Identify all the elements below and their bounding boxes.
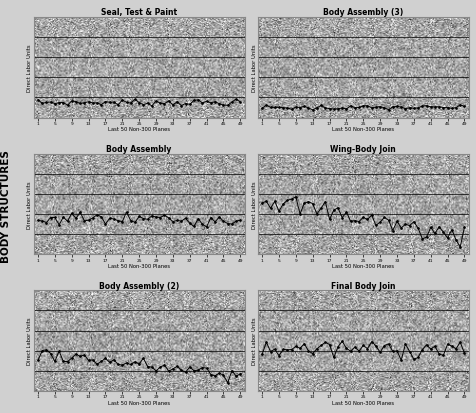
Text: BODY STRUCTURES: BODY STRUCTURES xyxy=(1,150,11,263)
X-axis label: Last 50 Non-300 Planes: Last 50 Non-300 Planes xyxy=(108,127,170,132)
Title: Final Body Join: Final Body Join xyxy=(330,281,395,290)
Y-axis label: Direct Labor Units: Direct Labor Units xyxy=(251,45,256,92)
Y-axis label: Direct Labor Units: Direct Labor Units xyxy=(251,317,256,365)
Title: Body Assembly (3): Body Assembly (3) xyxy=(322,8,403,17)
X-axis label: Last 50 Non-300 Planes: Last 50 Non-300 Planes xyxy=(331,400,394,405)
X-axis label: Last 50 Non-300 Planes: Last 50 Non-300 Planes xyxy=(331,127,394,132)
Y-axis label: Direct Labor Units: Direct Labor Units xyxy=(27,45,32,92)
Title: Body Assembly (2): Body Assembly (2) xyxy=(99,281,179,290)
X-axis label: Last 50 Non-300 Planes: Last 50 Non-300 Planes xyxy=(331,263,394,268)
Y-axis label: Direct Labor Units: Direct Labor Units xyxy=(27,181,32,228)
Title: Seal, Test & Paint: Seal, Test & Paint xyxy=(101,8,177,17)
X-axis label: Last 50 Non-300 Planes: Last 50 Non-300 Planes xyxy=(108,263,170,268)
X-axis label: Last 50 Non-300 Planes: Last 50 Non-300 Planes xyxy=(108,400,170,405)
Title: Body Assembly: Body Assembly xyxy=(106,145,171,154)
Title: Wing-Body Join: Wing-Body Join xyxy=(330,145,396,154)
Y-axis label: Direct Labor Units: Direct Labor Units xyxy=(251,181,256,228)
Y-axis label: Direct Labor Units: Direct Labor Units xyxy=(27,317,32,365)
